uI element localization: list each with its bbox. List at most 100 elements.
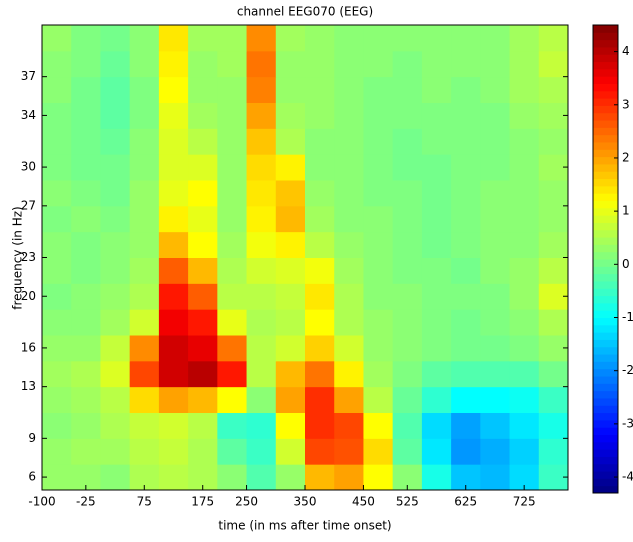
- heatmap-cell: [42, 360, 72, 388]
- heatmap-cell: [275, 205, 306, 233]
- colorbar-segment: [593, 354, 618, 362]
- heatmap-cell: [363, 309, 394, 336]
- heatmap-cell: [275, 231, 306, 258]
- heatmap-cell: [100, 128, 131, 155]
- heatmap-cell: [188, 412, 218, 439]
- heatmap-cell: [421, 360, 452, 388]
- heatmap-cell: [217, 360, 248, 388]
- heatmap-cell: [334, 231, 364, 258]
- heatmap-cell: [538, 386, 569, 413]
- colorbar-segment: [593, 449, 618, 457]
- heatmap-cell: [100, 283, 131, 310]
- colorbar-segment: [593, 434, 618, 443]
- heatmap-cell: [42, 50, 72, 78]
- heatmap-cell: [509, 154, 540, 181]
- heatmap-cell: [129, 360, 160, 388]
- heatmap-cell: [129, 257, 160, 284]
- colorbar-segment: [593, 149, 618, 158]
- colorbar-segment: [593, 178, 618, 187]
- heatmap-cell: [363, 231, 394, 258]
- colorbar-frame: [592, 24, 619, 494]
- heatmap-cell: [100, 257, 131, 284]
- heatmap-cell: [129, 438, 160, 465]
- heatmap-cell: [480, 309, 511, 336]
- colorbar-segment: [593, 32, 618, 41]
- heatmap-cell: [334, 180, 364, 207]
- heatmap-cell: [421, 154, 452, 181]
- colorbar-segment: [593, 295, 618, 304]
- heatmap-cell: [421, 180, 452, 207]
- colorbar-segment: [593, 105, 618, 114]
- heatmap-cell: [246, 102, 277, 129]
- heatmap-cell: [451, 360, 481, 388]
- colorbar-segment: [593, 83, 618, 92]
- heatmap-cell: [246, 438, 277, 465]
- heatmap-cell: [217, 386, 248, 413]
- heatmap-cell: [363, 76, 394, 103]
- colorbar-segment: [593, 339, 618, 348]
- y-tick-label: 20: [21, 289, 36, 303]
- heatmap-cell: [363, 283, 394, 310]
- heatmap-cell: [334, 25, 364, 52]
- heatmap-cell: [246, 386, 277, 413]
- colorbar-segment: [593, 273, 618, 282]
- heatmap-cell: [451, 257, 481, 284]
- heatmap-cell: [158, 360, 189, 388]
- heatmap-cell: [42, 128, 72, 155]
- heatmap-cell: [275, 283, 306, 310]
- heatmap-cell: [509, 386, 540, 413]
- heatmap-cell: [392, 25, 423, 52]
- heatmap-cell: [100, 205, 131, 233]
- heatmap-cell: [421, 50, 452, 78]
- heatmap-cell: [305, 205, 335, 233]
- x-tick-label: 450: [352, 495, 375, 509]
- colorbar-segment: [593, 200, 618, 209]
- colorbar-tick-label: -1: [622, 310, 633, 324]
- heatmap-cell: [538, 180, 569, 207]
- colorbar-segment: [593, 229, 618, 238]
- heatmap-cell: [129, 154, 160, 181]
- y-tick-label: 13: [21, 379, 36, 393]
- x-tick-label: 175: [191, 495, 214, 509]
- heatmap-cell: [188, 309, 218, 336]
- heatmap-cell: [275, 386, 306, 413]
- heatmap-cell: [480, 76, 511, 103]
- heatmap-cell: [246, 283, 277, 310]
- heatmap-cell: [275, 128, 306, 155]
- heatmap-cell: [100, 438, 131, 465]
- heatmap-cell: [71, 180, 101, 207]
- heatmap-cell: [305, 464, 335, 491]
- heatmap-cell: [158, 412, 189, 439]
- x-tick-label: 525: [396, 495, 419, 509]
- heatmap-cell: [538, 412, 569, 439]
- heatmap-cell: [392, 438, 423, 465]
- heatmap-cell: [275, 360, 306, 388]
- heatmap-cell: [305, 257, 335, 284]
- heatmap-cell: [305, 231, 335, 258]
- heatmap-cell: [100, 154, 131, 181]
- heatmap-cell: [246, 335, 277, 362]
- colorbar-segment: [593, 368, 618, 377]
- colorbar-tick-label: -3: [622, 416, 633, 430]
- heatmap-cell: [538, 231, 569, 258]
- colorbar-segment: [593, 134, 618, 143]
- heatmap-cell: [188, 231, 218, 258]
- heatmap-cell: [305, 283, 335, 310]
- heatmap-cell: [188, 128, 218, 155]
- heatmap-cell: [305, 386, 335, 413]
- x-tick-label: 725: [513, 495, 536, 509]
- heatmap-cell: [421, 128, 452, 155]
- colorbar-segment: [593, 427, 618, 435]
- heatmap-cell: [246, 360, 277, 388]
- colorbar-segment: [593, 412, 618, 421]
- heatmap-cell: [538, 205, 569, 233]
- heatmap-cell: [188, 50, 218, 78]
- heatmap-cell: [217, 76, 248, 103]
- heatmap-cell: [392, 386, 423, 413]
- colorbar-segment: [593, 346, 618, 355]
- heatmap-cell: [451, 205, 481, 233]
- heatmap-cell: [188, 180, 218, 207]
- y-tick-label: 6: [28, 470, 36, 484]
- heatmap-cell: [246, 412, 277, 439]
- heatmap-cell: [275, 464, 306, 491]
